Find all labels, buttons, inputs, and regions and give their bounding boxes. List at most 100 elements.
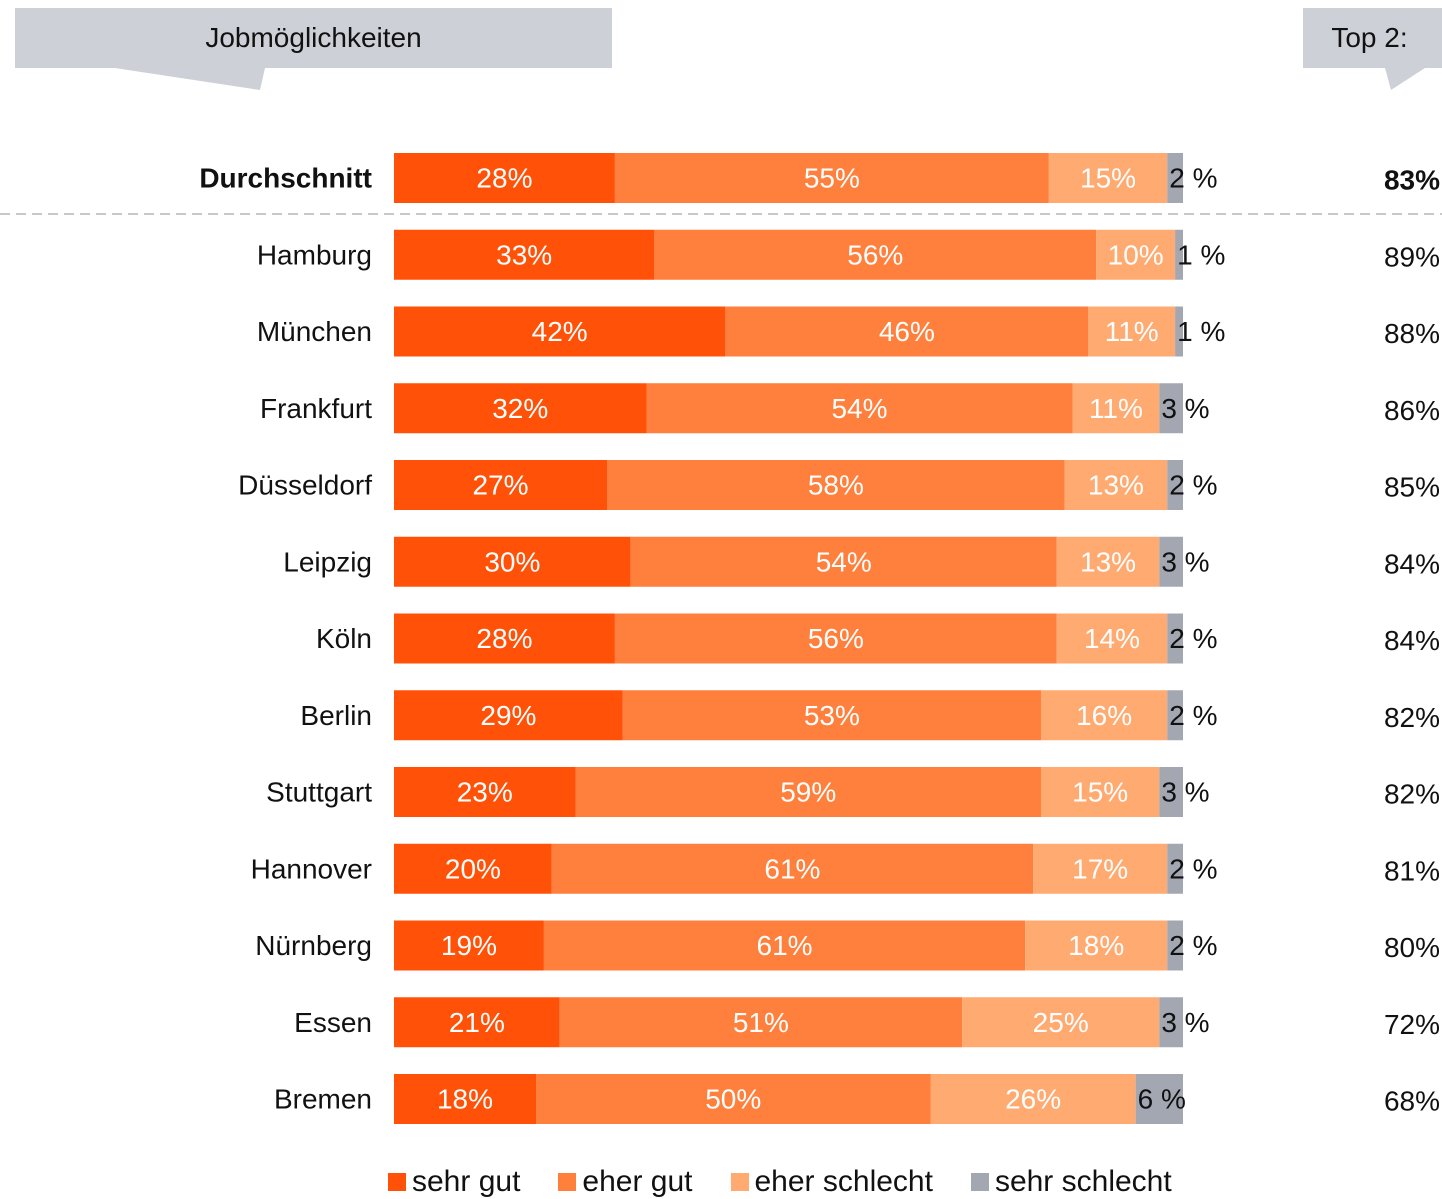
top2-value: 72% <box>1384 1009 1440 1040</box>
data-label: 23% <box>457 777 513 808</box>
data-label: 19% <box>441 930 497 961</box>
bar-segment <box>551 843 1034 894</box>
bar-segment <box>1040 690 1168 741</box>
data-label: 27% <box>472 470 528 501</box>
bar-segment <box>1159 997 1183 1048</box>
top2-value: 85% <box>1384 472 1440 503</box>
bar-segment <box>962 997 1160 1048</box>
bar-segment <box>394 383 647 434</box>
bar-segment <box>1064 460 1168 510</box>
chart-row: Hannover 20% 61% 17% 2 % 81% <box>251 843 1440 894</box>
bar-segment <box>394 690 623 741</box>
legend-swatch <box>558 1172 577 1191</box>
category-label: Düsseldorf <box>238 470 372 501</box>
data-label: 11% <box>1089 393 1143 424</box>
bar-segment <box>394 306 726 357</box>
legend-label: sehr gut <box>412 1164 521 1198</box>
data-label: 1 % <box>1177 316 1225 347</box>
data-label: 54% <box>816 546 872 577</box>
data-label: 61% <box>757 930 813 961</box>
data-label: 50% <box>705 1084 761 1115</box>
data-label: 28% <box>476 623 532 654</box>
legend-label: eher gut <box>582 1164 693 1198</box>
legend-swatch <box>970 1172 989 1191</box>
bar-segment <box>1072 383 1160 434</box>
data-label: 42% <box>532 316 588 347</box>
bar-segment <box>622 690 1041 741</box>
top2-value: 68% <box>1384 1086 1440 1117</box>
data-label: 11% <box>1105 316 1159 347</box>
bar-segment <box>536 1074 931 1124</box>
chart-row: Leipzig 30% 54% 13% 3 % 84% <box>283 536 1440 587</box>
bar-segment <box>1040 767 1160 817</box>
category-label: Berlin <box>300 700 372 731</box>
chart-row: Hamburg 33% 56% 10% 1 % 89% <box>257 229 1440 280</box>
legend-item-sehr-schlecht: sehr schlecht <box>970 1164 1172 1199</box>
legend-item-eher-schlecht: eher schlecht <box>730 1164 933 1199</box>
data-label: 15% <box>1080 163 1136 194</box>
bar-segment <box>394 920 544 971</box>
legend-label: sehr schlecht <box>994 1164 1172 1198</box>
data-label: 59% <box>780 777 836 808</box>
data-label: 46% <box>879 316 935 347</box>
bar-segment <box>575 767 1041 817</box>
top2-value: 84% <box>1384 625 1440 656</box>
category-label: Frankfurt <box>260 393 372 424</box>
chart-row: Durchschnitt 28% 55% 15% 2 % 83% <box>199 153 1440 203</box>
bar-segment <box>394 460 608 510</box>
data-label: 58% <box>808 470 864 501</box>
stacked-bar-chart: Durchschnitt 28% 55% 15% 2 % 83% Hamburg 33% 56%… <box>0 153 1442 1124</box>
bar-segment <box>1159 536 1183 587</box>
bar-segment <box>559 997 963 1048</box>
bar-segment <box>607 460 1065 510</box>
category-label: Leipzig <box>283 546 372 577</box>
category-label: Bremen <box>274 1084 372 1115</box>
bar-segment <box>1088 306 1176 357</box>
data-label: 13% <box>1080 546 1136 577</box>
top2-value: 83% <box>1384 165 1440 196</box>
chart-row: München 42% 46% 11% 1 % 88% <box>257 306 1440 357</box>
data-label: 28% <box>476 163 532 194</box>
data-label: 17% <box>1072 853 1128 884</box>
data-label: 15% <box>1072 777 1128 808</box>
chart-row: Essen 21% 51% 25% 3 % 72% <box>294 997 1440 1048</box>
chart-row: Frankfurt 32% 54% 11% 3 % 86% <box>260 383 1440 434</box>
legend: sehr gut eher gut eher schlecht sehr sch… <box>388 1164 1210 1199</box>
data-label: 6 % <box>1138 1084 1186 1115</box>
bar-segment <box>1175 229 1183 280</box>
data-label: 56% <box>808 623 864 654</box>
category-label: München <box>257 316 372 347</box>
data-label: 33% <box>496 239 552 270</box>
top2-value: 86% <box>1384 395 1440 426</box>
data-label: 16% <box>1076 700 1132 731</box>
bar-segment <box>654 229 1097 280</box>
category-label: Hannover <box>251 853 372 884</box>
bar-segment <box>394 997 560 1048</box>
data-label: 13% <box>1088 470 1144 501</box>
data-label: 30% <box>484 546 540 577</box>
bar-segment <box>1033 843 1168 894</box>
bar-segment <box>630 536 1057 587</box>
category-label: Hamburg <box>257 239 372 270</box>
bar-segment <box>394 229 655 280</box>
category-label: Essen <box>294 1007 372 1038</box>
top2-value: 88% <box>1384 318 1440 349</box>
data-label: 3 % <box>1161 1007 1209 1038</box>
data-label: 3 % <box>1161 393 1209 424</box>
legend-label: eher schlecht <box>754 1164 933 1198</box>
data-label: 2 % <box>1169 623 1217 654</box>
bar-segment <box>1159 767 1183 817</box>
bar-segment <box>614 613 1057 664</box>
top2-value: 80% <box>1384 932 1440 963</box>
data-label: 29% <box>480 700 536 731</box>
bar-segment <box>725 306 1089 357</box>
data-label: 51% <box>733 1007 789 1038</box>
chart-row: Bremen 18% 50% 26% 6 % 68% <box>274 1074 1440 1124</box>
top2-value: 89% <box>1384 241 1440 272</box>
data-label: 54% <box>831 393 887 424</box>
data-label: 56% <box>847 239 903 270</box>
data-label: 10% <box>1108 239 1164 270</box>
bar-segment <box>646 383 1073 434</box>
chart-row: Düsseldorf 27% 58% 13% 2 % 85% <box>238 460 1440 510</box>
bar-segment <box>1167 460 1183 510</box>
